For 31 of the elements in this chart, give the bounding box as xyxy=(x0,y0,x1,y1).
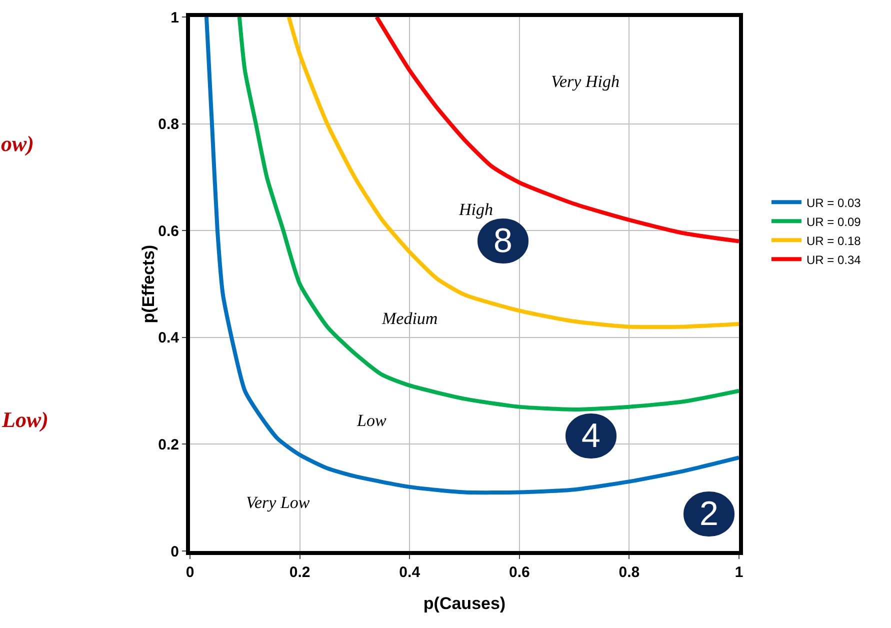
x-tick-label: 0.4 xyxy=(399,564,421,581)
legend-label: UR = 0.09 xyxy=(806,214,862,229)
annotation: Very High xyxy=(551,72,620,91)
line-series xyxy=(237,17,739,412)
x-tick-label: 0 xyxy=(186,564,194,581)
legend-label: UR = 0.34 xyxy=(806,252,862,267)
legend-label: UR = 0.03 xyxy=(806,196,862,210)
y-axis-title: p(Effects) xyxy=(139,244,158,324)
x-tick-label: 1 xyxy=(734,564,744,581)
x-tick-label: 0.8 xyxy=(618,564,640,581)
annotation: High xyxy=(458,200,493,219)
text: Low) xyxy=(1,407,48,432)
y-tick-label: 0.8 xyxy=(158,116,179,134)
x-tick-label: 0.2 xyxy=(289,564,310,581)
text: ow) xyxy=(1,131,34,156)
y-tick-label: 1 xyxy=(170,9,179,26)
annotation: 2 xyxy=(700,495,718,533)
annotation: 4 xyxy=(582,417,600,455)
line-series xyxy=(204,17,739,495)
line-series xyxy=(286,17,739,330)
legend-label: UR = 0.18 xyxy=(806,234,862,248)
y-tick-label: 0.4 xyxy=(158,330,180,347)
annotation: Medium xyxy=(381,309,438,328)
annotation: 8 xyxy=(494,222,512,260)
x-axis-title: p(Causes) xyxy=(423,594,506,613)
annotation: Very Low xyxy=(246,493,310,512)
y-tick-label: 0 xyxy=(170,543,179,560)
x-tick-label: 0.6 xyxy=(508,564,530,581)
y-tick-label: 0.6 xyxy=(158,222,179,240)
annotation: Low xyxy=(356,411,387,430)
y-tick-label: 0.2 xyxy=(158,436,179,454)
